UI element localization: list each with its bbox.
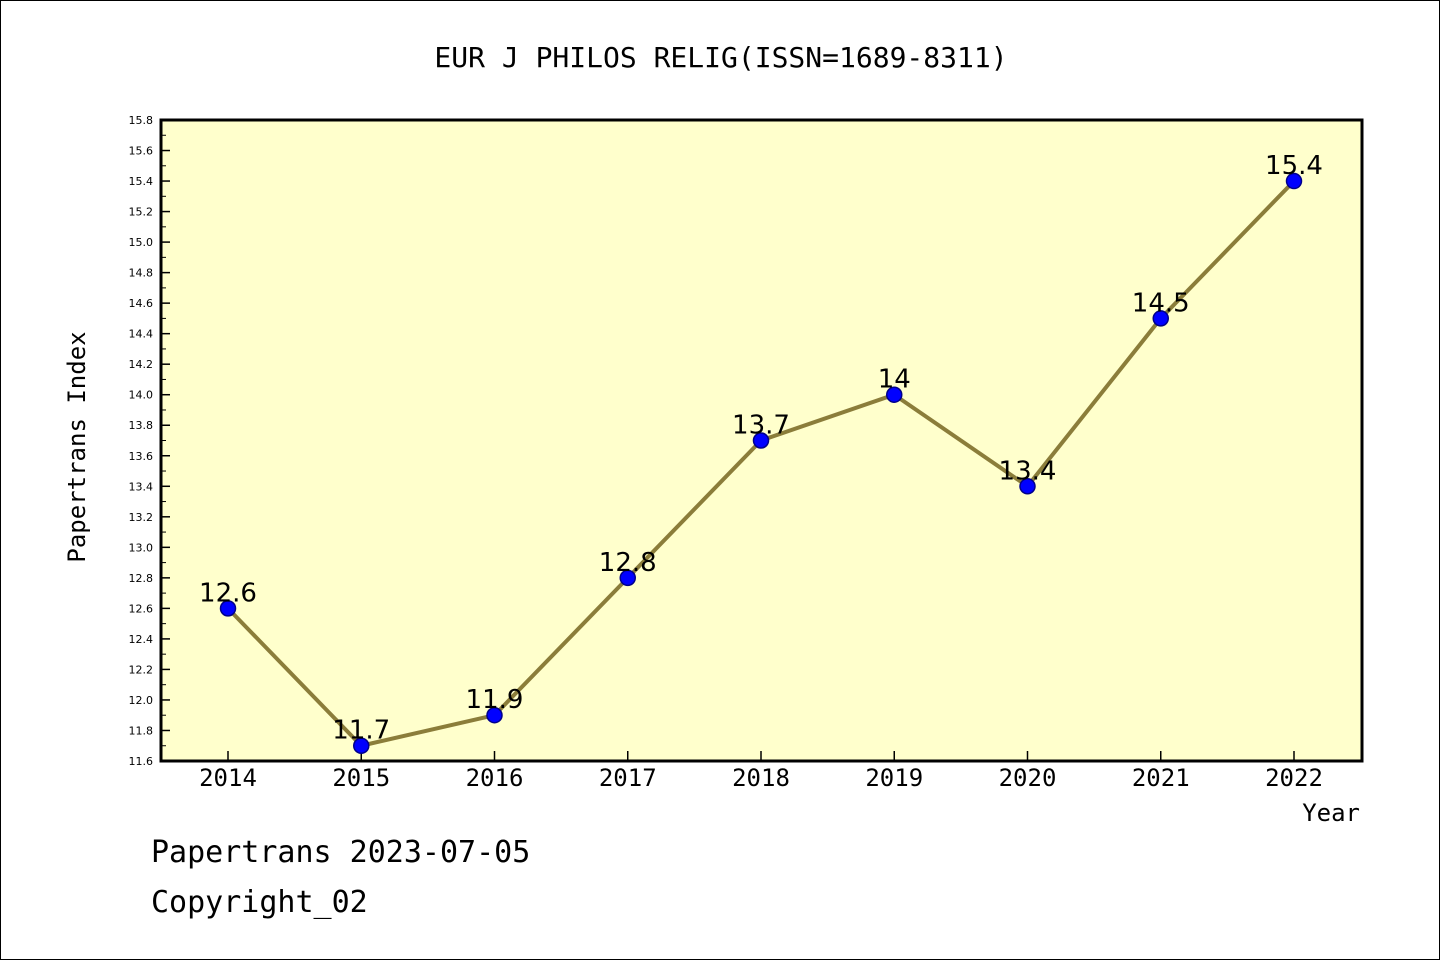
data-value-label: 13.4 — [999, 456, 1057, 486]
x-tick-label: 2018 — [732, 764, 790, 792]
data-point — [619, 569, 636, 587]
data-point — [886, 386, 903, 403]
y-tick-label: 14.2 — [129, 358, 154, 371]
y-tick-label: 14.8 — [129, 267, 154, 280]
x-tick-label: 2015 — [332, 764, 390, 792]
x-tick-label: 2021 — [1132, 764, 1190, 792]
y-tick-label: 13.2 — [129, 511, 154, 524]
y-tick-label: 11.6 — [129, 755, 154, 768]
x-tick-label: 2019 — [865, 764, 923, 792]
x-tick-label: 2014 — [199, 764, 257, 792]
y-tick-label: 12.6 — [129, 602, 154, 615]
data-point — [1285, 172, 1303, 190]
data-value-label: 11.7 — [332, 716, 390, 746]
y-tick-label: 14.6 — [129, 297, 154, 310]
y-tick-label: 13.0 — [129, 541, 154, 554]
y-tick-label: 15.4 — [129, 175, 154, 188]
data-value-label: 15.4 — [1265, 151, 1323, 181]
y-tick-label: 12.8 — [129, 572, 154, 585]
y-tick-label: 12.4 — [129, 633, 154, 646]
data-point — [752, 432, 770, 449]
data-point — [1152, 310, 1169, 327]
x-tick-label: 2017 — [599, 764, 657, 792]
y-tick-label: 15.0 — [129, 236, 154, 249]
data-point — [353, 737, 370, 754]
x-tick-label: 2020 — [999, 764, 1057, 792]
data-point — [1019, 478, 1036, 495]
data-value-label: 11.9 — [466, 685, 524, 715]
data-labels: 12.6 11.7 11.9 12.8 13.7 14 13.4 14.5 15.4 — [199, 151, 1323, 746]
data-point — [486, 706, 503, 724]
plot-border — [159, 118, 1364, 763]
data-point — [219, 600, 237, 617]
y-tick-label: 15.6 — [129, 145, 154, 158]
x-axis-label: Year — [1302, 799, 1360, 827]
x-tick-label: 2022 — [1265, 764, 1323, 792]
y-tick-label: 15.8 — [129, 114, 154, 127]
data-value-label: 12.8 — [599, 548, 657, 578]
y-tick-label: 12.2 — [129, 663, 154, 676]
y-tick-label: 12.0 — [129, 694, 154, 707]
footer-copyright: Copyright_02 — [151, 885, 368, 920]
data-value-label: 13.7 — [732, 411, 790, 441]
x-tick-labels: 2014 2015 2016 2017 2018 2019 2020 2021 2022 — [199, 764, 1323, 792]
y-tick-label: 14.4 — [129, 328, 154, 341]
y-tick-label: 13.8 — [129, 419, 154, 432]
y-tick-label: 13.4 — [129, 480, 154, 493]
y-tick-label: 14.0 — [129, 389, 154, 402]
data-markers — [219, 172, 1303, 754]
data-value-label: 14.5 — [1132, 288, 1190, 318]
x-tick-label: 2016 — [466, 764, 524, 792]
y-tick-label: 13.6 — [129, 450, 154, 463]
y-tick-label: 15.2 — [129, 206, 154, 219]
y-tick-label: 11.8 — [129, 724, 154, 737]
chart-title: EUR J PHILOS RELIG(ISSN=1689-8311) — [434, 41, 1007, 74]
footer-date-line: Papertrans 2023-07-05 — [151, 835, 531, 870]
y-tick-labels: 11.6 11.8 12.0 12.2 12.4 12.6 12.8 13.0 13.2 13.4… — [129, 114, 154, 768]
data-value-label: 12.6 — [199, 578, 257, 608]
y-axis-label: Papertrans Index — [63, 331, 91, 562]
data-value-label: 14 — [878, 365, 911, 395]
